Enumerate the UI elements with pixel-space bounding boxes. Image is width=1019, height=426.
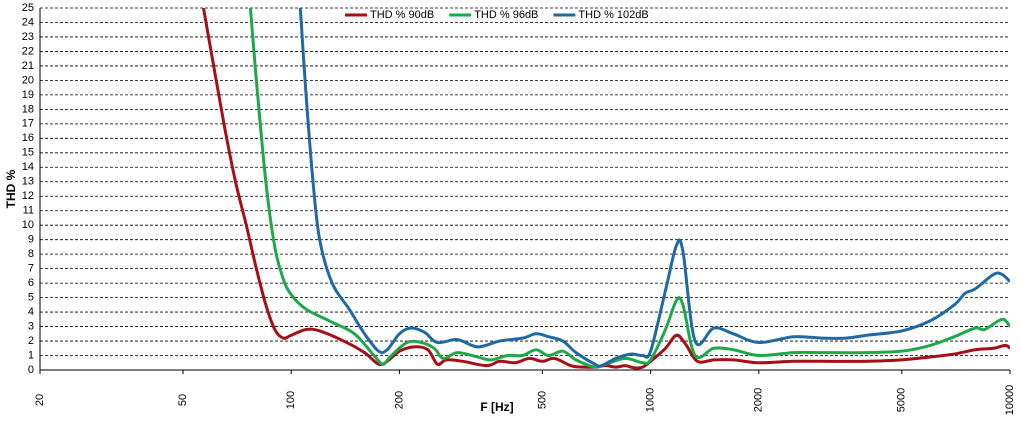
y-tick-label: 10 [22, 219, 34, 231]
y-tick-label: 19 [22, 89, 34, 101]
y-tick-label: 15 [22, 147, 34, 159]
legend-label: THD % 102dB [578, 9, 648, 21]
x-tick-label: 500 [536, 391, 548, 409]
y-tick-label: 7 [28, 263, 34, 275]
y-tick-label: 1 [28, 349, 34, 361]
legend-label: THD % 96dB [474, 9, 538, 21]
y-tick-label: 6 [28, 277, 34, 289]
series-line [298, 8, 1010, 368]
y-tick-label: 24 [22, 16, 34, 28]
y-tick-label: 5 [28, 292, 34, 304]
y-tick-label: 3 [28, 320, 34, 332]
y-tick-label: 2 [28, 335, 34, 347]
y-tick-label: 21 [22, 60, 34, 72]
y-tick-label: 16 [22, 132, 34, 144]
x-tick-label: 20 [34, 394, 46, 406]
y-tick-label: 18 [22, 103, 34, 115]
y-tick-label: 4 [28, 306, 34, 318]
y-tick-label: 0 [28, 364, 34, 376]
y-tick-label: 12 [22, 190, 34, 202]
series-line [248, 8, 1010, 369]
series-line [201, 8, 1010, 370]
y-axis-title: THD % [4, 169, 18, 208]
y-tick-label: 25 [22, 2, 34, 14]
y-tick-label: 8 [28, 248, 34, 260]
y-tick-label: 22 [22, 45, 34, 57]
y-tick-label: 20 [22, 74, 34, 86]
y-tick-label: 17 [22, 118, 34, 130]
x-tick-label: 100 [285, 391, 297, 409]
y-tick-label: 9 [28, 234, 34, 246]
y-tick-label: 13 [22, 176, 34, 188]
y-tick-label: 11 [23, 205, 34, 217]
y-tick-label: 23 [22, 31, 34, 43]
x-axis-title: F [Hz] [480, 400, 513, 414]
legend-label: THD % 90dB [370, 9, 434, 21]
y-tick-label: 14 [22, 161, 34, 173]
x-tick-label: 200 [393, 391, 405, 409]
x-tick-label: 10000 [1004, 385, 1016, 416]
x-tick-label: 5000 [896, 388, 908, 412]
x-tick-label: 1000 [645, 388, 657, 412]
x-tick-label: 50 [177, 394, 189, 406]
x-tick-label: 2000 [753, 388, 765, 412]
